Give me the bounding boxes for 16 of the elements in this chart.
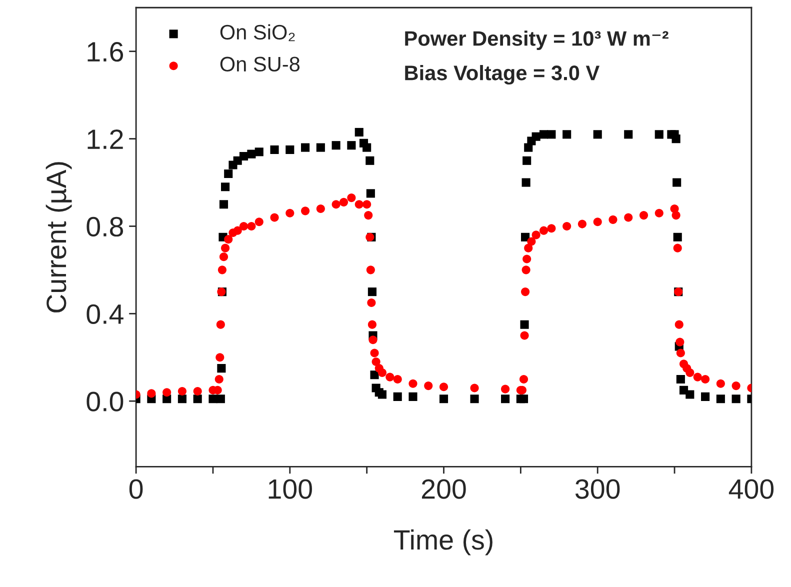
y-tick-label: 1.6: [88, 42, 124, 62]
x-tick-label: 100: [268, 479, 312, 499]
x-tick-label: 300: [575, 479, 620, 499]
annotation: Bias Voltage = 3.0 V: [405, 65, 600, 85]
y-tick-label: 0.8: [86, 216, 124, 237]
x-tick-label: 0: [129, 479, 143, 499]
y-tick-label: 1.2: [88, 129, 123, 149]
x-axis-title: Time (s): [394, 529, 492, 556]
legend-label: On SiO₂: [220, 24, 295, 42]
y-tick-label: 0.0: [86, 392, 124, 412]
x-tick-label: 400: [728, 479, 774, 499]
x-tick-label: 200: [422, 479, 466, 499]
y-tick-label: 0.4: [86, 304, 124, 324]
annotation: Power Density = 10³ W m⁻²: [405, 30, 668, 50]
y-axis-title: Current (µA): [46, 162, 72, 312]
legend-label: On SU-8: [220, 56, 300, 72]
